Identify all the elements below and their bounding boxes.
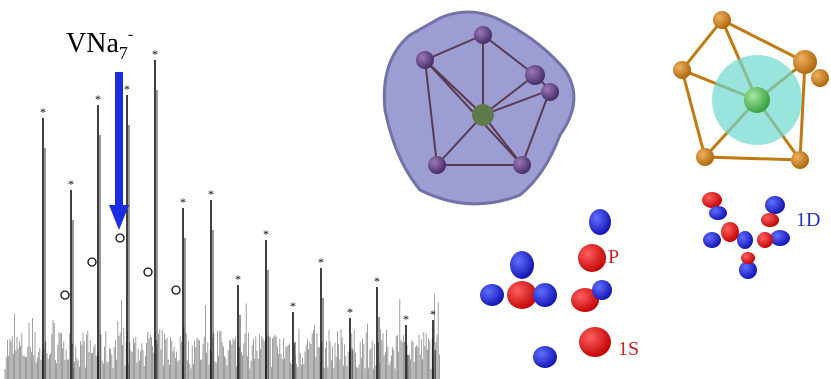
peak-marker: * [95,92,101,106]
peak-marker: * [124,82,130,96]
peak-circle [172,286,180,294]
peak-marker: * [208,187,214,201]
orbital-label: 1D [796,209,820,231]
peak-marker: * [374,274,380,288]
peak-circle [61,291,69,299]
peak-marker: * [403,312,409,326]
peak-marker: * [263,227,269,241]
peak-marker: * [180,195,186,209]
cluster-label: VNa7- [66,26,133,63]
cluster-orange [673,11,829,169]
mass-spectrum: * * * * * * * * * * * * * * * [5,47,439,379]
peak-marker: * [318,255,324,269]
peak-marker: * [152,47,158,61]
label-main: VNa [66,28,119,59]
label-sup: - [128,26,133,43]
peak-marker: * [68,177,74,191]
orbital-label: 1S [618,338,639,360]
orbital-label: 1P [598,246,619,268]
peak-marker: * [40,105,46,119]
peak-circle [116,234,124,242]
peak-circle [88,258,96,266]
peak-marker: * [430,307,436,321]
orbitals-d [702,192,790,279]
peak-marker: * [347,305,353,319]
orbitals-p [480,209,612,312]
label-sub: 7 [119,43,128,63]
peak-marker: * [290,299,296,313]
peak-marker: * [235,272,241,286]
orbital-s [533,327,611,368]
noise [5,294,439,379]
cluster-purple [384,12,574,204]
peak-circle [144,268,152,276]
figure: * * * * * * * * * * * * * * * VNa7- [0,0,831,379]
